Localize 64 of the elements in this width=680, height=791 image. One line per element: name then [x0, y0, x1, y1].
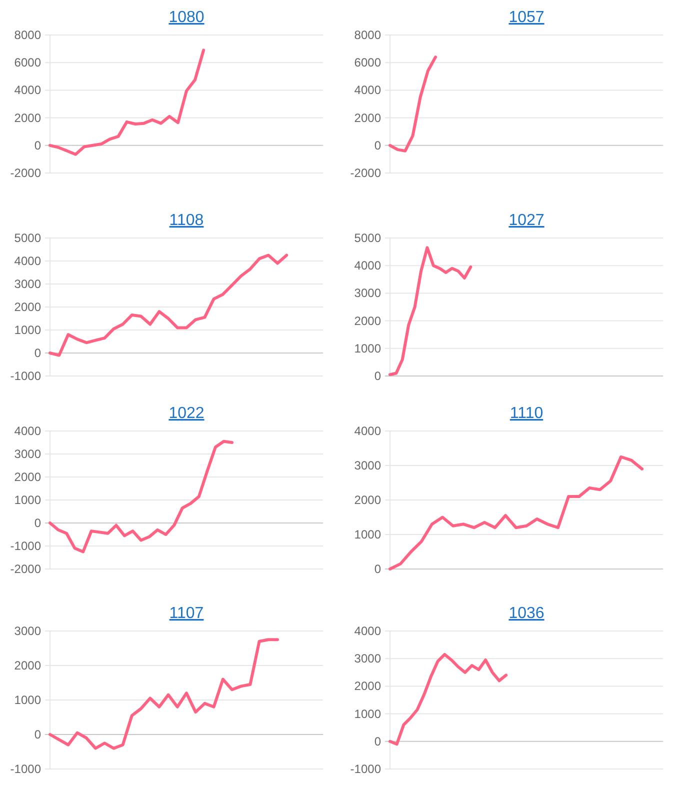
y-tick-label: 1000 — [14, 323, 42, 337]
y-tick-label: 1000 — [354, 706, 382, 721]
chart-title: 1108 — [169, 212, 204, 229]
y-tick-label: 0 — [34, 516, 42, 530]
y-tick-label: 4000 — [354, 83, 382, 98]
y-tick-label: 1000 — [354, 528, 382, 542]
y-tick-label: 1000 — [14, 493, 42, 507]
chart-title: 1080 — [168, 9, 204, 26]
y-tick-label: 1000 — [14, 693, 42, 707]
y-tick-label: 2000 — [354, 110, 382, 125]
y-tick-label: 2000 — [354, 679, 382, 694]
y-tick-label: 2000 — [14, 470, 42, 484]
line-series — [388, 56, 437, 152]
chart-title: 1027 — [508, 212, 544, 229]
y-tick-label: 4000 — [14, 83, 42, 98]
line-series — [48, 254, 288, 357]
y-tick-label: 3000 — [354, 458, 382, 472]
y-tick-label: 2000 — [14, 300, 42, 314]
line-series — [388, 455, 644, 570]
line-series — [48, 48, 206, 156]
chart-title: 1057 — [508, 9, 544, 26]
y-tick-label: 4000 — [354, 424, 382, 438]
y-tick-label: 0 — [374, 562, 382, 576]
y-tick-label: 6000 — [354, 56, 382, 70]
line-series — [388, 652, 508, 746]
y-tick-label: 8000 — [354, 28, 382, 42]
chart-title: 1110 — [510, 405, 544, 422]
y-tick-label: 5000 — [354, 231, 382, 245]
y-tick-label: 2000 — [14, 110, 42, 125]
y-tick-label: 3000 — [354, 286, 382, 300]
y-tick-label: -2000 — [10, 562, 42, 576]
y-tick-label: -1000 — [10, 369, 42, 383]
y-tick-label: -2000 — [350, 166, 382, 180]
y-tick-label: 3000 — [14, 277, 42, 291]
y-tick-label: 0 — [34, 138, 42, 152]
y-tick-label: -2000 — [10, 166, 42, 180]
y-tick-label: 2000 — [14, 658, 42, 672]
y-tick-label: 0 — [374, 369, 382, 383]
y-tick-label: -1000 — [10, 539, 42, 553]
y-tick-label: -1000 — [350, 762, 382, 776]
chart-title: 1022 — [168, 405, 204, 422]
y-tick-label: 1000 — [354, 341, 382, 356]
y-tick-label: 3000 — [354, 652, 382, 666]
line-series — [388, 246, 472, 376]
y-tick-label: 6000 — [14, 56, 42, 70]
y-tick-label: 0 — [374, 138, 382, 152]
y-tick-label: 4000 — [14, 254, 42, 268]
y-tick-label: 0 — [374, 734, 382, 748]
y-tick-label: 4000 — [354, 624, 382, 638]
y-tick-label: 3000 — [14, 624, 42, 638]
y-tick-label: 0 — [34, 728, 42, 742]
y-tick-label: 8000 — [14, 28, 42, 42]
y-tick-label: 2000 — [354, 493, 382, 507]
y-tick-label: 0 — [34, 346, 42, 360]
chart-title: 1036 — [508, 605, 544, 622]
y-tick-label: -1000 — [10, 762, 42, 776]
line-series — [48, 638, 279, 750]
y-tick-label: 3000 — [14, 447, 42, 461]
chart-title: 1107 — [169, 605, 204, 622]
y-tick-label: 4000 — [14, 424, 42, 438]
line-series — [48, 440, 234, 554]
y-tick-label: 4000 — [354, 258, 382, 273]
y-tick-label: 5000 — [14, 231, 42, 245]
y-tick-label: 2000 — [354, 314, 382, 328]
